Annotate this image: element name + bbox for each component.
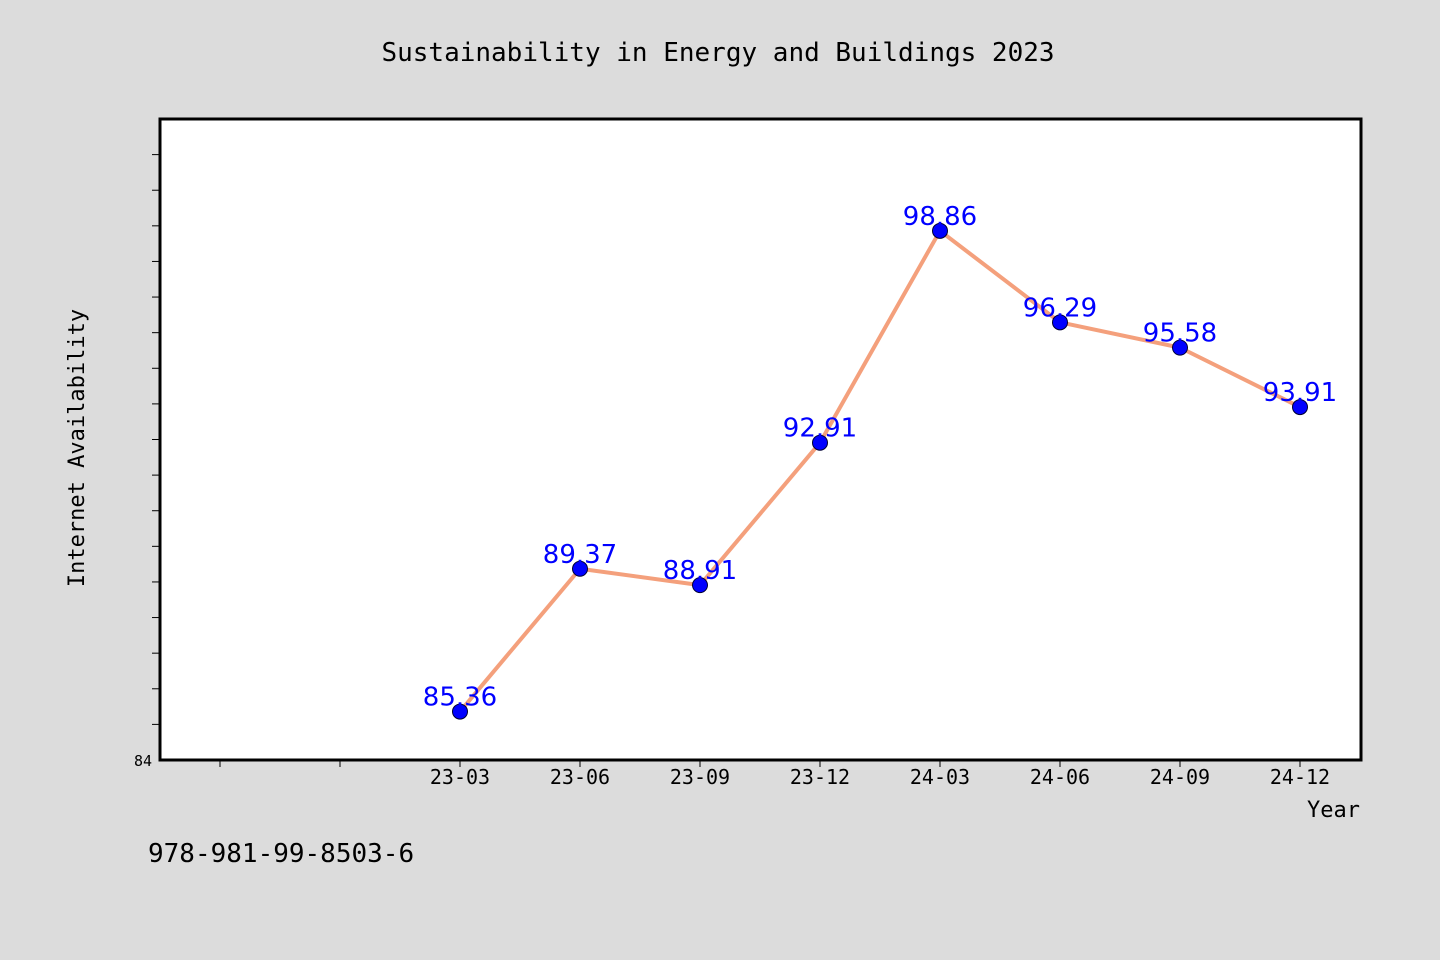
data-label: 95.58 [1143, 319, 1217, 349]
data-point [1172, 339, 1188, 356]
data-label: 89.37 [543, 540, 617, 570]
data-point [1292, 399, 1308, 416]
x-tick-label: 24-06 [1030, 765, 1090, 789]
x-tick-label: 23-06 [550, 765, 610, 789]
footer-isbn: 978-981-99-8503-6 [148, 839, 414, 869]
x-tick-label: 24-09 [1150, 765, 1210, 789]
plot-area [158, 117, 1363, 762]
x-tick-label: 24-03 [910, 765, 970, 789]
data-point [932, 222, 948, 239]
series-line [458, 228, 1302, 714]
data-point [692, 577, 708, 594]
data-point [572, 560, 588, 577]
data-point [1052, 314, 1068, 331]
data-label: 85.36 [423, 683, 497, 713]
x-tick-label: 23-12 [790, 765, 850, 789]
data-point [452, 703, 468, 720]
x-tick-label: 23-09 [670, 765, 730, 789]
x-axis-tick-labels: 23-03 23-06 23-09 23-12 24-03 24-06 24-09 24-12 [430, 765, 1330, 789]
x-axis-label: Year [1307, 798, 1360, 823]
data-point [812, 434, 828, 451]
y-axis-label: Internet Availability [65, 309, 90, 587]
data-markers [452, 222, 1308, 720]
x-tick-label: 24-12 [1270, 765, 1330, 789]
x-tick-label: 23-03 [430, 765, 490, 789]
data-label: 92.91 [783, 414, 857, 444]
data-label: 96.29 [1023, 293, 1097, 323]
data-label: 98.86 [903, 202, 977, 232]
x-axis-ticks [219, 761, 1301, 767]
data-label: 93.91 [1263, 378, 1337, 408]
chart-title: Sustainability in Energy and Buildings 2… [381, 38, 1054, 68]
series-line-group [458, 228, 1302, 714]
data-labels-group: 85.36 89.37 88.91 92.91 98.86 96.29 95.58 93.91 [423, 202, 1337, 713]
y-tick-label-min: 84 [134, 752, 152, 770]
data-label: 88.91 [663, 556, 737, 586]
y-axis-ticks [152, 154, 159, 725]
